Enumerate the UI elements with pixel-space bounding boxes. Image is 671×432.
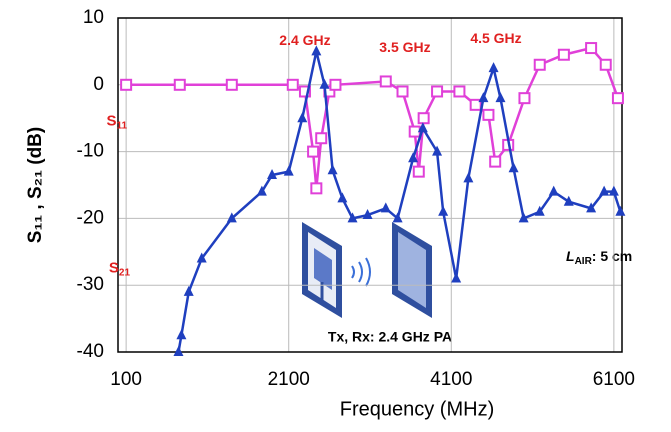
marker: [329, 78, 342, 91]
x-axis-label: Frequency (MHz): [340, 398, 494, 420]
waves: [351, 257, 371, 287]
marker: [412, 165, 425, 178]
marker: [586, 202, 597, 213]
marker: [557, 48, 570, 61]
note-sub: AIR: [575, 256, 593, 267]
y-tick-label: -20: [77, 207, 104, 228]
marker: [534, 205, 545, 216]
marker: [310, 182, 323, 195]
annotation: 3.5 GHz: [379, 39, 430, 55]
marker: [173, 78, 186, 91]
marker: [611, 92, 624, 105]
series-label: S21: [109, 259, 131, 278]
marker: [380, 202, 391, 213]
marker: [392, 212, 403, 223]
antenna-icon: [302, 222, 432, 318]
x-tick-label: 100: [110, 369, 142, 390]
y-tick-label: -40: [77, 341, 104, 362]
marker: [533, 58, 546, 71]
marker: [311, 45, 322, 56]
marker: [327, 164, 338, 175]
series-label-sub: 21: [119, 267, 131, 278]
annotation: 2.4 GHz: [279, 32, 330, 48]
marker: [417, 112, 430, 125]
y-tick-label: -30: [77, 274, 104, 295]
marker: [337, 192, 348, 203]
marker: [518, 212, 529, 223]
marker: [298, 85, 311, 98]
marker: [319, 78, 330, 89]
marker: [518, 92, 531, 105]
marker: [176, 329, 187, 340]
marker: [347, 212, 358, 223]
tx-patch: [314, 248, 332, 290]
marker: [379, 75, 392, 88]
marker: [417, 122, 428, 133]
marker: [451, 272, 462, 283]
series-label-text: S: [106, 113, 116, 130]
series-label: S11: [106, 113, 127, 132]
marker: [120, 78, 133, 91]
series-label-text: S: [109, 259, 119, 276]
marker: [267, 168, 278, 179]
marker: [225, 78, 238, 91]
y-tick-label: -10: [77, 141, 104, 162]
marker: [508, 162, 519, 173]
marker: [488, 62, 499, 73]
marker: [173, 346, 184, 356]
marker: [438, 205, 449, 216]
annotation: 4.5 GHz: [470, 30, 521, 46]
marker: [469, 98, 482, 111]
note-text: L: [566, 248, 575, 264]
rx-inner: [398, 232, 426, 308]
marker: [307, 145, 320, 158]
marker: [196, 252, 207, 263]
marker: [599, 58, 612, 71]
marker: [489, 155, 502, 168]
marker: [608, 185, 619, 196]
marker: [226, 212, 237, 223]
marker: [286, 78, 299, 91]
marker: [256, 185, 267, 196]
marker: [563, 195, 574, 206]
x-tick-label: 6100: [593, 369, 635, 390]
marker: [478, 92, 489, 103]
series-label-sub: 11: [116, 120, 127, 131]
note-rest: : 5 cm: [592, 248, 632, 264]
marker: [585, 42, 598, 55]
y-tick-label: 0: [93, 74, 104, 95]
marker: [453, 85, 466, 98]
marker: [599, 185, 610, 196]
note: Tx, Rx: 2.4 GHz PA: [328, 329, 452, 345]
marker: [408, 152, 419, 163]
marker: [297, 112, 308, 123]
marker: [315, 132, 328, 145]
marker: [463, 172, 474, 183]
y-axis-label: S₁₁ , S₂₁ (dB): [25, 127, 46, 243]
marker: [183, 285, 194, 296]
marker: [432, 145, 443, 156]
x-tick-label: 4100: [430, 369, 472, 390]
marker: [396, 85, 409, 98]
marker: [615, 205, 626, 216]
x-tick-label: 2100: [268, 369, 310, 390]
marker: [362, 209, 373, 220]
y-tick-label: 10: [83, 7, 104, 28]
marker: [495, 92, 506, 103]
marker: [431, 85, 444, 98]
marker: [548, 185, 559, 196]
marker: [283, 165, 294, 176]
plot-frame: [117, 17, 623, 353]
marker: [482, 108, 495, 121]
